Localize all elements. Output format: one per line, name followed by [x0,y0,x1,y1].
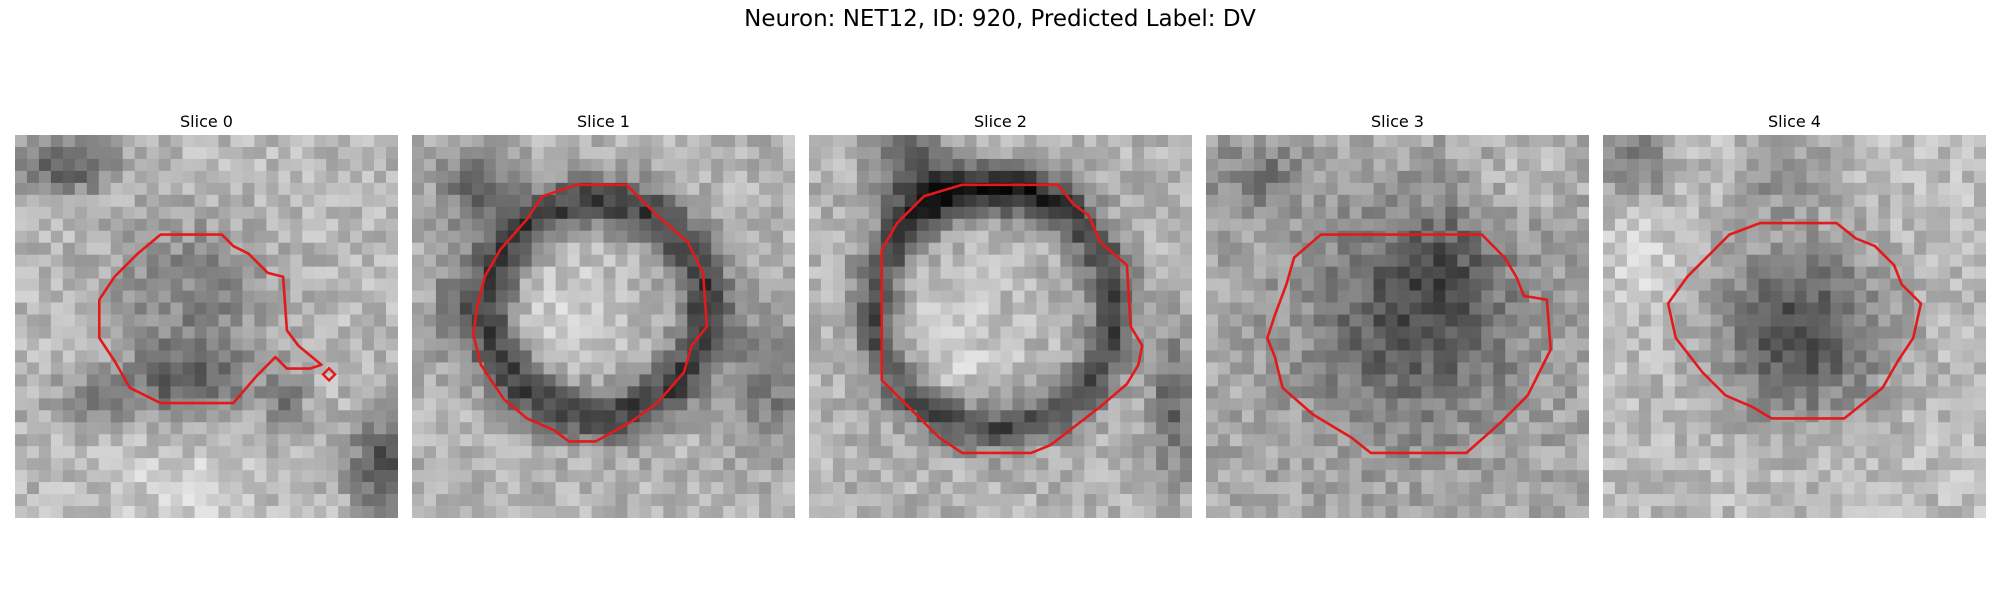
roi-contour [1666,221,1923,420]
roi-contour [471,183,709,443]
roi-contour-fragment [321,366,337,383]
figure-title: Neuron: NET12, ID: 920, Predicted Label:… [744,6,1256,32]
slice-title: Slice 0 [180,112,233,131]
slice-title: Slice 2 [974,112,1027,131]
slice-panel-4: Slice 4 [1603,110,1986,518]
roi-contour [98,233,323,405]
slice-title: Slice 3 [1371,112,1424,131]
slice-panel-1: Slice 1 [412,110,795,518]
slice-image-1 [412,135,795,518]
slice-title: Slice 1 [577,112,630,131]
slice-image-2 [809,135,1192,518]
slice-panel-3: Slice 3 [1206,110,1589,518]
slice-image-4 [1603,135,1986,518]
slice-title: Slice 4 [1768,112,1821,131]
slice-image-3 [1206,135,1589,518]
slice-image-0 [15,135,398,518]
roi-contour [880,183,1144,455]
roi-contour [1265,233,1553,455]
slice-panel-0: Slice 0 [15,110,398,518]
slice-panel-2: Slice 2 [809,110,1192,518]
